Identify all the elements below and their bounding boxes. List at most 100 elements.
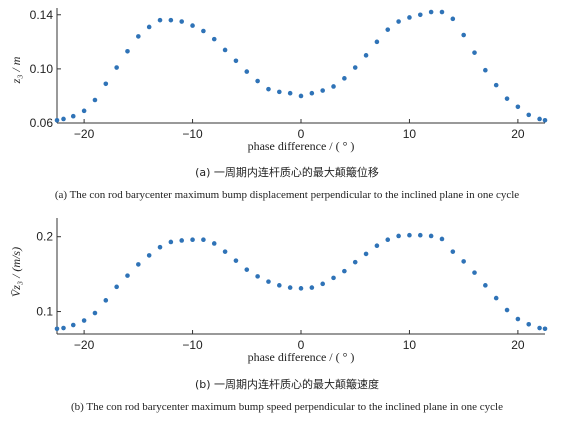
chart-a-point: [493, 82, 499, 88]
chart-a-point: [342, 76, 347, 81]
chart-a-point: [428, 9, 434, 15]
chart-b-point: [461, 259, 466, 264]
chart-a-point: [515, 104, 521, 110]
chart-b-point: [407, 232, 412, 238]
chart-b-point: [125, 273, 130, 278]
chart-b-point: [309, 285, 315, 290]
chart-a-point: [146, 24, 152, 30]
chart-b-point: [54, 326, 60, 332]
chart-a-point: [526, 112, 532, 118]
chart-b-ticks: −20 −10 0 10 20 0.1 0.2: [36, 230, 525, 352]
chart-a-point: [385, 27, 391, 32]
chart-b-point: [157, 244, 163, 250]
chart-a-caption-cn: (a) 一周期内连杆质心的最大颠簸位移: [195, 166, 379, 179]
chart-a-point: [309, 90, 315, 96]
chart-b: V̄z₃ / (m/s) −20 −10 0 10 20 0.1 0.2 phase dif…: [9, 218, 548, 364]
chart-a-point: [407, 15, 412, 20]
chart-a-point: [136, 34, 141, 39]
chart-b-xtick-label: −10: [182, 338, 203, 352]
chart-b-point: [190, 237, 195, 243]
chart-a-point: [331, 84, 336, 89]
chart-b-point: [222, 249, 228, 254]
chart-a-point: [461, 32, 466, 38]
chart-a-point: [439, 9, 445, 15]
chart-b-point: [298, 286, 304, 291]
chart-a-point: [125, 48, 130, 54]
chart-a-xtick-label: 0: [298, 127, 305, 141]
chart-a-point: [81, 108, 87, 114]
chart-b-point: [385, 237, 391, 243]
chart-a-point: [211, 36, 217, 42]
chart-b-point: [277, 283, 282, 288]
chart-b-point: [352, 259, 358, 265]
chart-a-point: [179, 19, 185, 24]
svg-text:z₃ / m: z₃ / m: [9, 56, 23, 84]
chart-b-xaxis-title: phase difference / ( ° ): [248, 350, 355, 364]
chart-b-point: [255, 274, 260, 279]
chart-a-point: [201, 28, 206, 34]
chart-b-point: [287, 285, 293, 290]
chart-b-point: [537, 325, 542, 331]
chart-b-point: [504, 307, 510, 313]
chart-a-point: [190, 23, 195, 28]
chart-b-point: [439, 236, 445, 242]
chart-a-yaxis-title: z₃ / m: [9, 56, 23, 84]
chart-a-point: [298, 93, 304, 99]
chart-b-caption-en: (b) The con rod barycenter maximum bump …: [70, 401, 503, 413]
chart-b-point: [396, 233, 401, 239]
chart-b-ytick-label: 0.2: [36, 230, 53, 244]
chart-a-points: [54, 9, 548, 123]
chart-b-point: [331, 275, 336, 281]
chart-a-point: [417, 12, 423, 18]
chart-b-xtick-label: 0: [298, 338, 305, 352]
chart-a-point: [70, 113, 76, 119]
chart-a-point: [244, 69, 250, 74]
chart-a-point: [483, 67, 488, 73]
chart-a: z₃ / m −20 −10 0 10 20 0.06 0.10 0.14 phase dif…: [9, 8, 548, 153]
chart-b-point: [103, 298, 109, 303]
chart-a-point: [277, 89, 282, 95]
chart-a-point: [114, 65, 119, 70]
chart-b-point: [526, 321, 532, 327]
chart-a-point: [103, 81, 109, 87]
chart-b-point: [374, 243, 380, 248]
chart-b-xtick-label: 10: [403, 338, 417, 352]
chart-b-point: [136, 262, 141, 267]
chart-a-ticks: −20 −10 0 10 20 0.06 0.10 0.14: [30, 8, 525, 141]
chart-a-point: [537, 116, 542, 122]
chart-b-point: [211, 241, 217, 246]
chart-b-xtick-label: −20: [74, 338, 95, 352]
chart-a-point: [450, 16, 456, 22]
chart-b-point: [493, 295, 499, 301]
chart-b-point: [472, 270, 477, 275]
chart-a-point: [504, 96, 510, 101]
chart-b-point: [179, 238, 185, 243]
chart-a-ytick-label: 0.14: [30, 8, 54, 22]
chart-b-point: [320, 281, 325, 287]
chart-b-point: [542, 326, 548, 332]
chart-a-xtick-label: 20: [511, 127, 525, 141]
chart-a-point: [266, 86, 271, 92]
chart-a-point: [352, 65, 358, 70]
chart-b-point: [70, 322, 76, 328]
chart-b-point: [146, 253, 152, 258]
chart-a-point: [222, 47, 228, 53]
chart-a-point: [320, 88, 325, 93]
chart-b-point: [342, 268, 347, 274]
chart-a-xtick-label: −20: [74, 127, 95, 141]
chart-a-ytick-label: 0.06: [30, 116, 54, 130]
chart-a-point: [374, 39, 380, 45]
chart-b-point: [515, 316, 521, 322]
chart-b-point: [266, 279, 271, 284]
chart-b-point: [363, 251, 369, 257]
chart-b-xtick-label: 20: [511, 338, 525, 352]
chart-a-point: [363, 53, 369, 58]
chart-b-point: [201, 237, 206, 243]
chart-b-point: [233, 258, 239, 263]
chart-b-point: [428, 233, 434, 239]
chart-a-xaxis-title: phase difference / ( ° ): [248, 139, 355, 153]
chart-a-point: [61, 116, 66, 122]
chart-a-point: [255, 78, 260, 84]
chart-a-point: [472, 50, 477, 55]
